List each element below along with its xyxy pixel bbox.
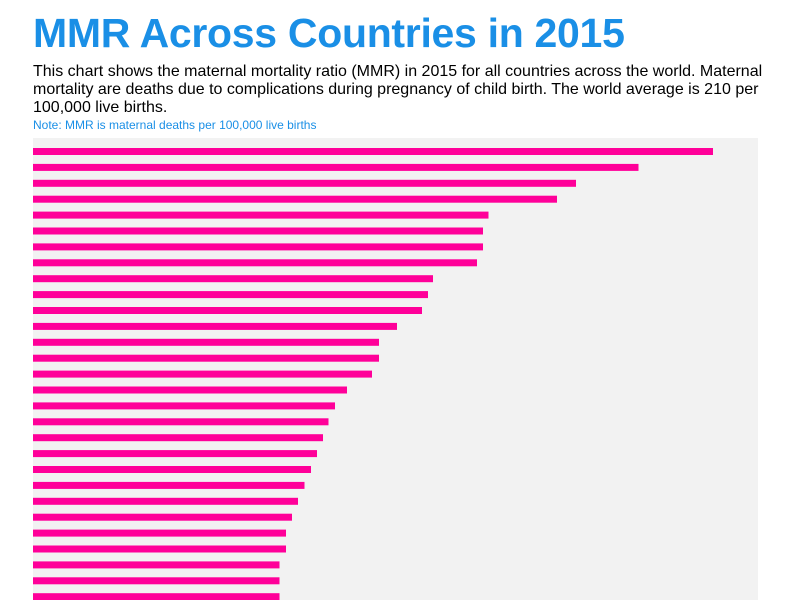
- bar-3: [33, 179, 576, 187]
- bar-19: [33, 434, 323, 442]
- bar-14: [33, 354, 379, 362]
- bar-9: [33, 275, 433, 283]
- bar-16: [33, 386, 347, 394]
- bar-24: [33, 513, 292, 521]
- bars-group: [33, 148, 713, 600]
- bar-22: [33, 481, 305, 489]
- chart-subtitle: This chart shows the maternal mortality …: [33, 63, 763, 116]
- bar-18: [33, 418, 329, 426]
- bar-6: [33, 227, 483, 235]
- bar-4: [33, 195, 557, 203]
- bar-7: [33, 243, 483, 251]
- bar-26: [33, 545, 286, 553]
- bar-25: [33, 529, 286, 537]
- bar-21: [33, 466, 311, 473]
- bar-12: [33, 322, 397, 330]
- bar-11: [33, 307, 422, 314]
- bar-8: [33, 259, 477, 267]
- bar-10: [33, 291, 428, 299]
- bar-29: [33, 593, 280, 600]
- bar-28: [33, 577, 280, 585]
- bar-27: [33, 561, 280, 569]
- chart-title: MMR Across Countries in 2015: [33, 10, 625, 56]
- bar-17: [33, 402, 335, 410]
- bar-chart: [33, 138, 758, 600]
- bar-2: [33, 163, 639, 171]
- bar-13: [33, 338, 379, 346]
- bar-1: [33, 148, 713, 155]
- bar-5: [33, 211, 489, 219]
- bar-23: [33, 497, 298, 505]
- bar-15: [33, 370, 372, 378]
- bar-20: [33, 450, 317, 458]
- chart-note: Note: MMR is maternal deaths per 100,000…: [33, 118, 317, 132]
